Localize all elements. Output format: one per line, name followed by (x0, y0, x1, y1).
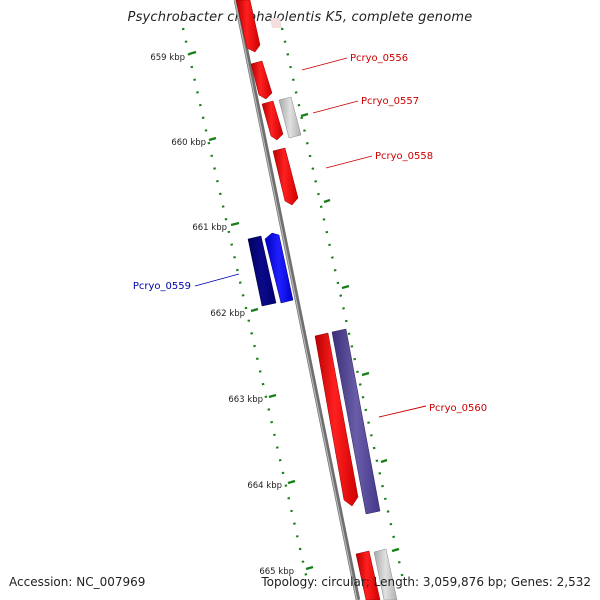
tick-label-659: 659 kbp (150, 53, 185, 63)
tick-labels: 659 kbp 660 kbp 661 kbp 662 kbp 663 kbp … (150, 53, 294, 577)
tick-label-664: 664 kbp (247, 481, 282, 491)
gene-label-pcryo-0557[interactable]: Pcryo_0557 (361, 96, 419, 107)
accession-label: Accession: NC_007969 (9, 575, 146, 589)
tick-label-661: 661 kbp (192, 223, 227, 233)
gene-label-pcryo-0559[interactable]: Pcryo_0559 (133, 281, 191, 292)
gene-pcryo-0556[interactable] (250, 60, 273, 100)
tick-661 (230, 221, 240, 227)
gene-feature[interactable] (355, 550, 381, 600)
gene-pcryo-0559-dark[interactable] (247, 235, 277, 307)
gene-feature[interactable] (373, 548, 398, 600)
gene-pcryo-0557[interactable] (261, 100, 284, 141)
tick-label-665: 665 kbp (259, 567, 294, 577)
gene-leader-lines (194, 57, 427, 418)
gene-feature (270, 18, 282, 28)
gene-feature[interactable] (235, 0, 261, 53)
gene-pcryo-0559[interactable] (264, 232, 294, 304)
tick-marks (188, 50, 400, 571)
gene-features[interactable] (235, 0, 398, 600)
tick-663 (268, 393, 277, 399)
tick-label-662: 662 kbp (210, 309, 245, 319)
gene-pcryo-0557-other[interactable] (278, 96, 302, 139)
gene-pcryo-0560[interactable] (314, 332, 359, 507)
gene-pcryo-0558[interactable] (272, 147, 299, 206)
tick-label-663: 663 kbp (228, 395, 263, 405)
tick-665 (305, 565, 314, 571)
tick-660 (208, 136, 217, 142)
gene-label-pcryo-0556[interactable]: Pcryo_0556 (350, 53, 408, 64)
gene-labels[interactable]: Pcryo_0556 Pcryo_0557 Pcryo_0558 Pcryo_0… (133, 53, 487, 414)
tick-662 (250, 307, 259, 313)
genome-title: Psychrobacter cryohalolentis K5, complet… (127, 10, 473, 25)
genome-stats-label: Topology: circular; Length: 3,059,876 bp… (261, 575, 591, 589)
tick-659 (188, 50, 197, 56)
tick-664 (287, 479, 296, 485)
gene-label-pcryo-0560[interactable]: Pcryo_0560 (429, 403, 487, 414)
gene-label-pcryo-0558[interactable]: Pcryo_0558 (375, 151, 433, 162)
genome-backbone (233, 0, 361, 600)
tick-label-660: 660 kbp (171, 138, 206, 148)
gene-pcryo-0560-rna[interactable] (331, 328, 381, 515)
